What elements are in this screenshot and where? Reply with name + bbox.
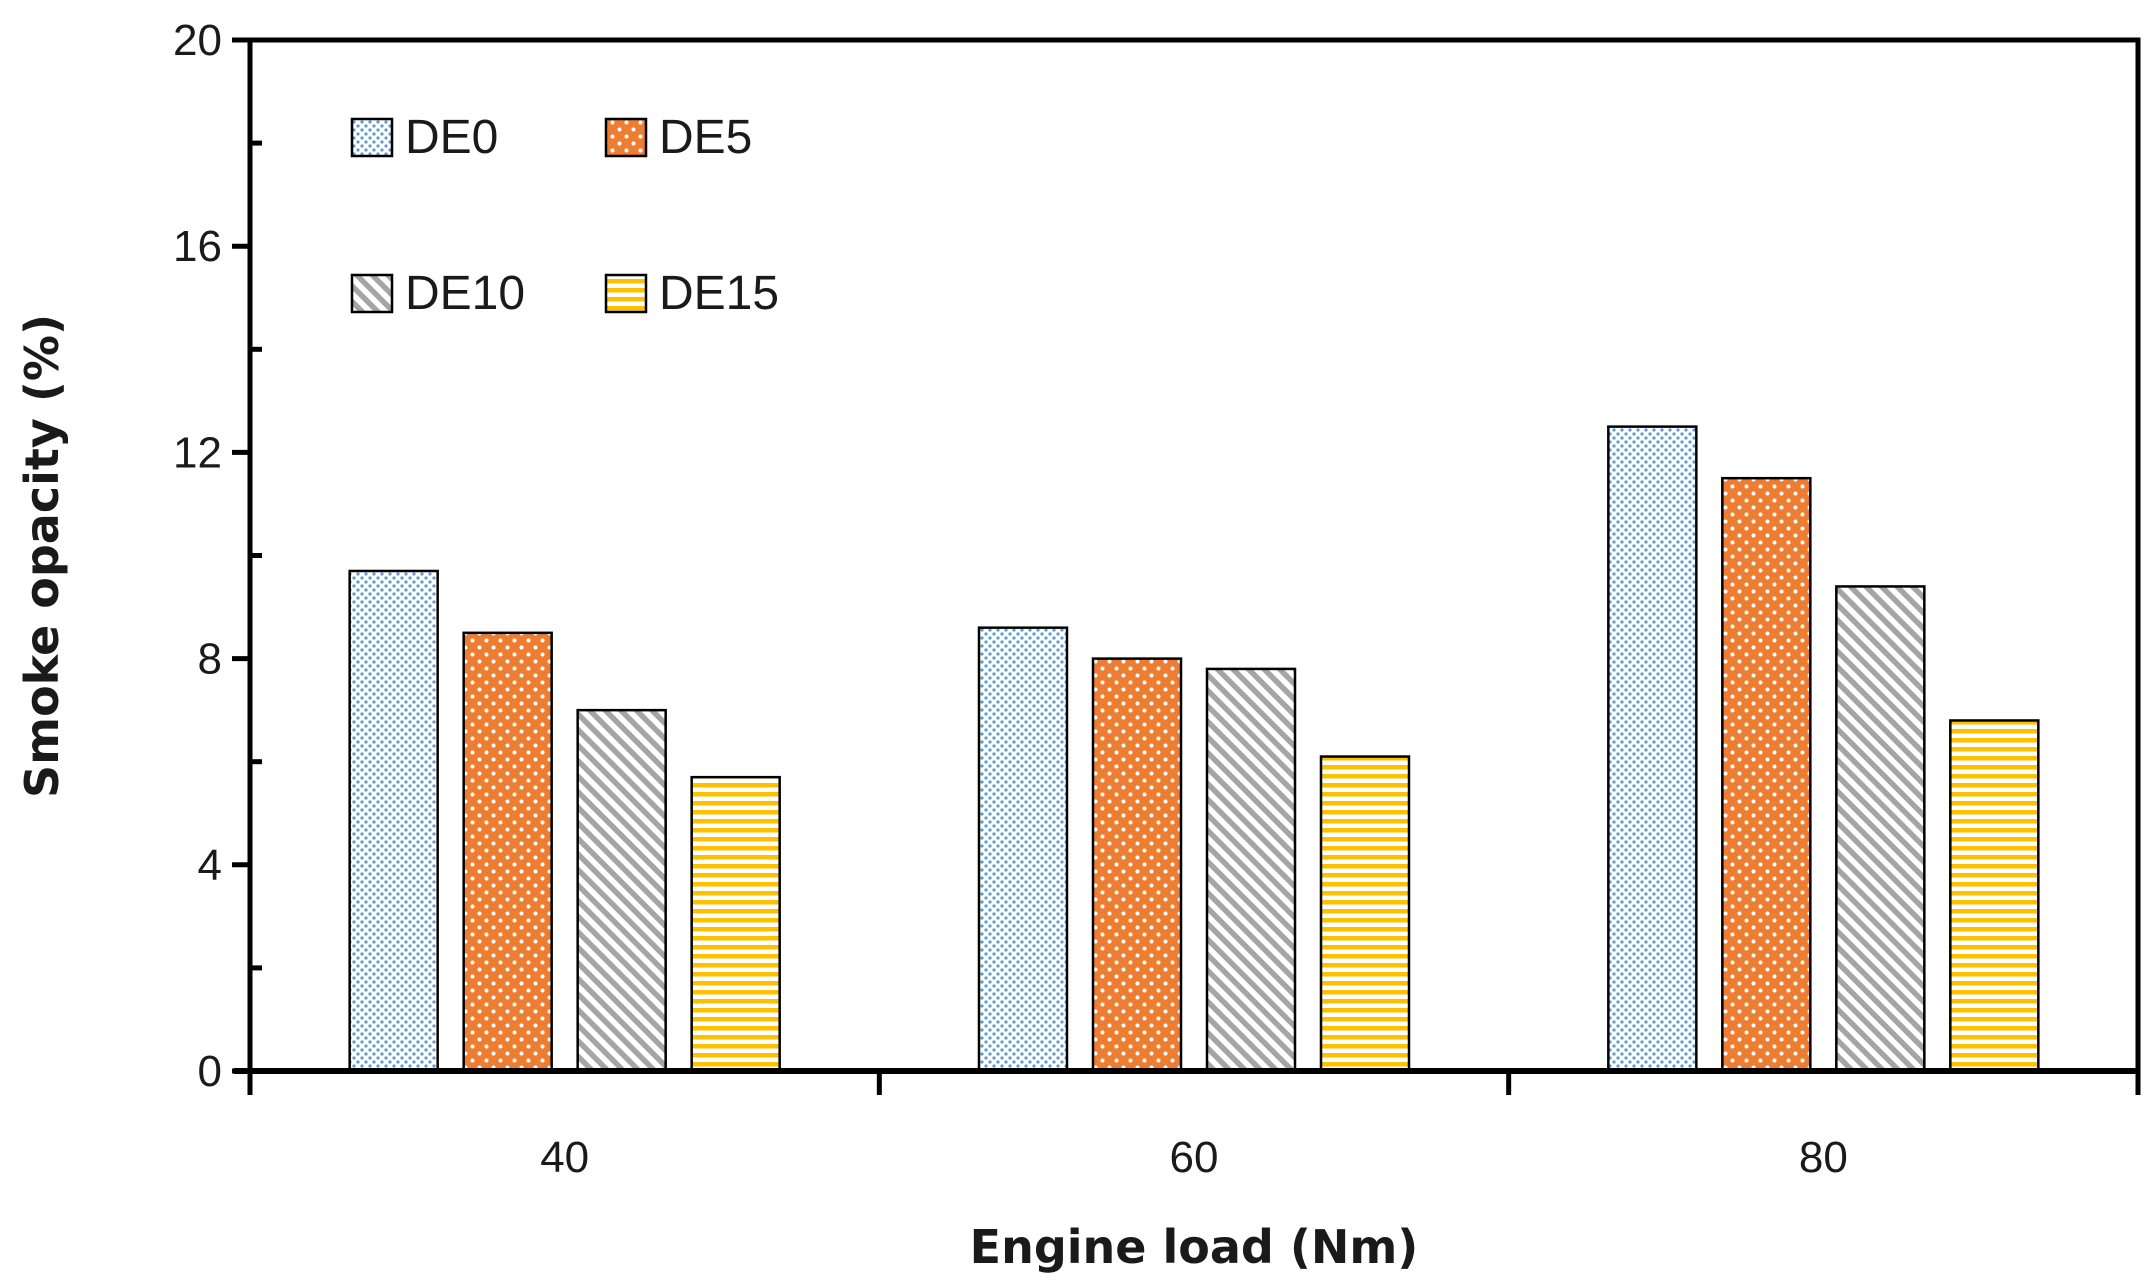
bar-de5-80 (1721, 476, 1812, 1073)
y-tick-label: 0 (198, 1047, 222, 1096)
bar-de15-60 (1319, 755, 1411, 1073)
x-tick-label: 80 (1799, 1133, 1848, 1182)
legend-label-de0: DE0 (405, 111, 498, 164)
legend-item-de5: DE5 (604, 111, 752, 164)
y-tick-label: 8 (198, 635, 222, 684)
bar-de10-80 (1835, 585, 1926, 1073)
y-axis-title: Smoke opacity (%) (15, 314, 69, 798)
bars-layer (348, 425, 2040, 1073)
bar-de5-40 (462, 631, 553, 1073)
legend-item-de10: DE10 (350, 267, 525, 320)
y-tick-label: 4 (198, 841, 222, 890)
x-tick-label: 40 (540, 1133, 589, 1182)
bar-de0-80 (1607, 425, 1698, 1073)
legend-label-de15: DE15 (659, 267, 779, 320)
legend: DE0 DE5 DE10 DE15 (350, 111, 779, 320)
legend-swatch-de0 (350, 117, 394, 158)
legend-swatch-de10 (350, 273, 394, 314)
bar-de5-60 (1091, 657, 1183, 1073)
bar-de10-40 (576, 708, 667, 1073)
bar-de15-80 (1949, 719, 2040, 1073)
legend-swatch-de15 (604, 273, 648, 314)
legend-item-de0: DE0 (350, 111, 498, 164)
y-tick-label: 20 (173, 16, 222, 65)
bar-de0-60 (977, 626, 1069, 1073)
bar-de0-40 (348, 569, 439, 1073)
x-axis-title: Engine load (Nm) (970, 1220, 1419, 1274)
y-tick-label: 16 (173, 222, 222, 271)
bar-de15-40 (690, 775, 781, 1073)
legend-swatch-de5 (604, 117, 648, 158)
x-tick-label: 60 (1170, 1133, 1219, 1182)
legend-label-de10: DE10 (405, 267, 525, 320)
y-tick-label: 12 (173, 428, 222, 477)
legend-label-de5: DE5 (659, 111, 752, 164)
bar-de10-60 (1205, 667, 1297, 1073)
legend-item-de15: DE15 (604, 267, 779, 320)
axes-layer: 0 4 8 12 16 20 40 60 80 (173, 16, 2141, 1182)
